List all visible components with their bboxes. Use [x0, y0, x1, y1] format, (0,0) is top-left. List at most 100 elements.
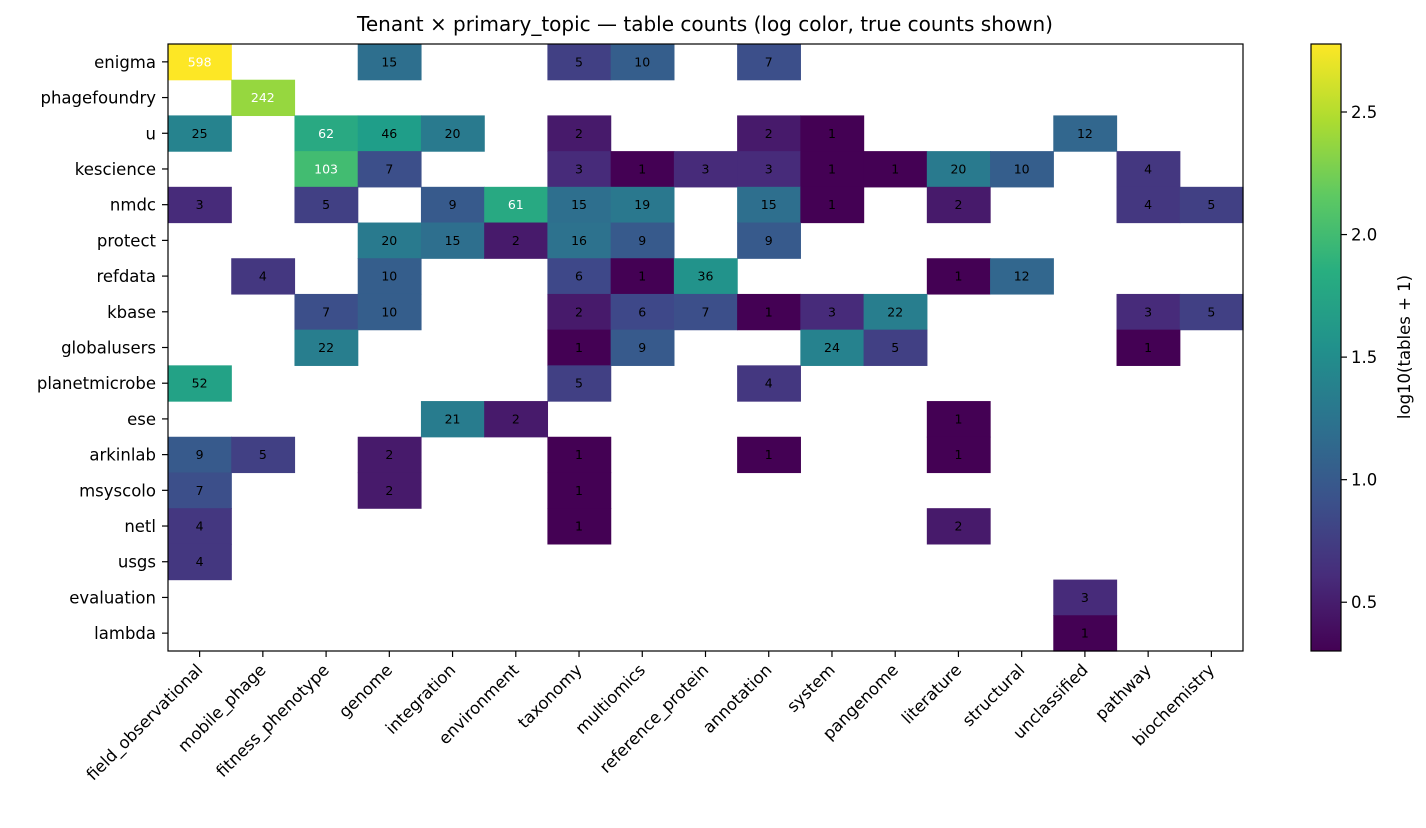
heatmap-cell: [294, 329, 359, 366]
heatmap-cell: [673, 293, 738, 331]
cell-value-label: 7: [702, 304, 710, 319]
cell-value-label: 24: [824, 340, 840, 355]
cell-value-label: 1: [575, 447, 583, 462]
heatmap-cell: [926, 436, 991, 474]
heatmap-cell: [610, 293, 675, 331]
heatmap-cell: [737, 115, 801, 152]
colorbar-tick-label: 0.5: [1351, 593, 1377, 612]
heatmap-cell: [168, 365, 232, 402]
heatmap-cell: [1179, 293, 1244, 331]
heatmap-cell: [800, 293, 865, 331]
cell-value-label: 3: [1144, 304, 1152, 319]
colorbar-ticks: 0.5 1.0 1.5 2.0 2.5: [1341, 103, 1377, 612]
heatmap-cell: [547, 365, 612, 402]
heatmap-cell: [1053, 615, 1118, 652]
heatmap-cell: [547, 508, 612, 545]
heatmap-cell: [357, 115, 422, 152]
heatmap-cell: [547, 258, 612, 295]
cell-value-label: 2: [512, 233, 520, 248]
heatmap-cell: [926, 508, 991, 545]
cell-value-label: 1: [575, 340, 583, 355]
y-tick-label: phagefoundry: [40, 89, 156, 108]
x-tick-label: literature: [898, 660, 965, 727]
cell-value-label: 5: [891, 340, 899, 355]
y-tick-label: planetmicrobe: [37, 374, 156, 393]
cell-value-label: 5: [259, 447, 267, 462]
y-tick-label: ese: [127, 410, 156, 429]
heatmap-cell: [990, 151, 1054, 188]
colorbar-gradient: [1311, 44, 1341, 651]
cell-value-label: 7: [322, 304, 330, 319]
heatmap-cell: [357, 151, 422, 188]
cell-value-label: 1: [828, 126, 836, 141]
heatmap-cell: [547, 436, 612, 474]
heatmap-cell: [673, 258, 738, 295]
y-tick-label: kbase: [107, 303, 156, 322]
cell-value-label: 9: [765, 233, 773, 248]
heatmap-cell: [800, 115, 865, 152]
y-tick-label: arkinlab: [89, 446, 156, 465]
heatmap-cell: [357, 293, 422, 331]
x-tick-label: fitness_phenotype: [212, 660, 333, 781]
cell-value-label: 10: [1014, 161, 1030, 176]
heatmap-cell: [168, 472, 232, 509]
cell-value-label: 15: [381, 54, 397, 69]
heatmap-cell: [1116, 186, 1181, 224]
heatmap-cell: [737, 436, 801, 474]
heatmap-cell: [357, 436, 422, 474]
heatmap-cell: [168, 44, 232, 81]
cell-value-label: 20: [381, 233, 397, 248]
cell-value-label: 5: [322, 197, 330, 212]
cell-value-label: 12: [1077, 126, 1093, 141]
cell-value-label: 9: [638, 340, 646, 355]
cell-value-label: 15: [445, 233, 461, 248]
cell-value-label: 22: [318, 340, 334, 355]
cell-value-label: 5: [1207, 304, 1215, 319]
cell-value-label: 3: [575, 161, 583, 176]
cell-value-label: 10: [634, 54, 650, 69]
cell-value-label: 12: [1014, 269, 1030, 284]
heatmap-cell: [926, 258, 991, 295]
heatmap-cell: [294, 293, 359, 331]
cell-value-label: 7: [196, 483, 204, 498]
heatmap-cell: [800, 151, 865, 188]
colorbar-tick-label: 1.5: [1351, 348, 1377, 367]
cell-value-label: 4: [765, 376, 773, 391]
cell-value-label: 62: [318, 126, 334, 141]
x-tick-label: genome: [335, 660, 396, 721]
cell-value-label: 5: [575, 54, 583, 69]
heatmap-cell: [610, 222, 675, 259]
cell-value-label: 3: [702, 161, 710, 176]
heatmap-cell: [610, 151, 675, 188]
y-tick-label: kescience: [75, 160, 156, 179]
heatmap-cell: [294, 151, 359, 188]
cell-value-label: 2: [512, 411, 520, 426]
y-tick-label: nmdc: [110, 196, 156, 215]
cell-value-label: 1: [891, 161, 899, 176]
heatmap-cell: [610, 186, 675, 224]
cell-value-label: 16: [571, 233, 587, 248]
cell-value-label: 4: [259, 269, 267, 284]
heatmap-cell: [1053, 579, 1118, 616]
heatmap-cell: [737, 293, 801, 331]
chart-title: Tenant × primary_topic — table counts (l…: [356, 12, 1053, 36]
heatmap-cell: [737, 365, 801, 402]
heatmap-cell: [420, 401, 485, 438]
cell-value-label: 3: [765, 161, 773, 176]
cell-value-label: 2: [954, 519, 962, 534]
heatmap-cell: [926, 151, 991, 188]
y-tick-label: lambda: [94, 624, 156, 643]
heatmap-cell: [484, 186, 549, 224]
heatmap-cell: [294, 186, 359, 224]
heatmap-cell: [420, 186, 485, 224]
cell-value-label: 1: [1081, 626, 1089, 641]
y-tick-label: enigma: [94, 53, 156, 72]
cell-value-label: 9: [196, 447, 204, 462]
cell-value-label: 1: [575, 519, 583, 534]
x-tick-label: pathway: [1091, 660, 1155, 724]
y-tick-label: msyscolo: [79, 481, 156, 500]
cell-value-label: 6: [575, 269, 583, 284]
cell-value-label: 5: [575, 376, 583, 391]
colorbar-tick-label: 2.0: [1351, 226, 1377, 245]
cell-value-label: 2: [575, 304, 583, 319]
